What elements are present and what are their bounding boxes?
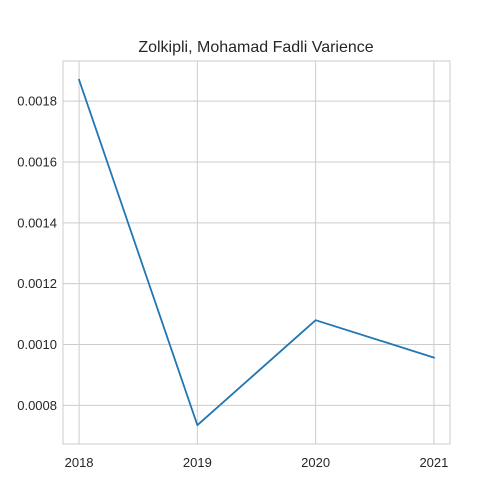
x-tick-label: 2018: [65, 455, 94, 470]
chart-title: Zolkipli, Mohamad Fadli Varience: [138, 39, 373, 56]
y-tick-label: 0.0010: [17, 337, 57, 352]
y-axis-ticks: 0.0008 0.0010 0.0012 0.0014 0.0016 0.0018: [17, 94, 57, 413]
x-tick-label: 2019: [183, 455, 212, 470]
x-tick-label: 2021: [419, 455, 448, 470]
x-tick-label: 2020: [301, 455, 330, 470]
series-layer: [77, 78, 436, 427]
y-tick-label: 0.0008: [17, 398, 57, 413]
grid-layer: [63, 61, 450, 444]
plot-frame: [62, 60, 451, 445]
y-tick-label: 0.0014: [17, 215, 57, 230]
y-tick-label: 0.0016: [17, 154, 57, 169]
y-tick-label: 0.0018: [17, 94, 57, 109]
series-line: [77, 78, 436, 427]
x-axis-ticks: 2018 2019 2020 2021: [65, 455, 449, 470]
y-tick-label: 0.0012: [17, 276, 57, 291]
